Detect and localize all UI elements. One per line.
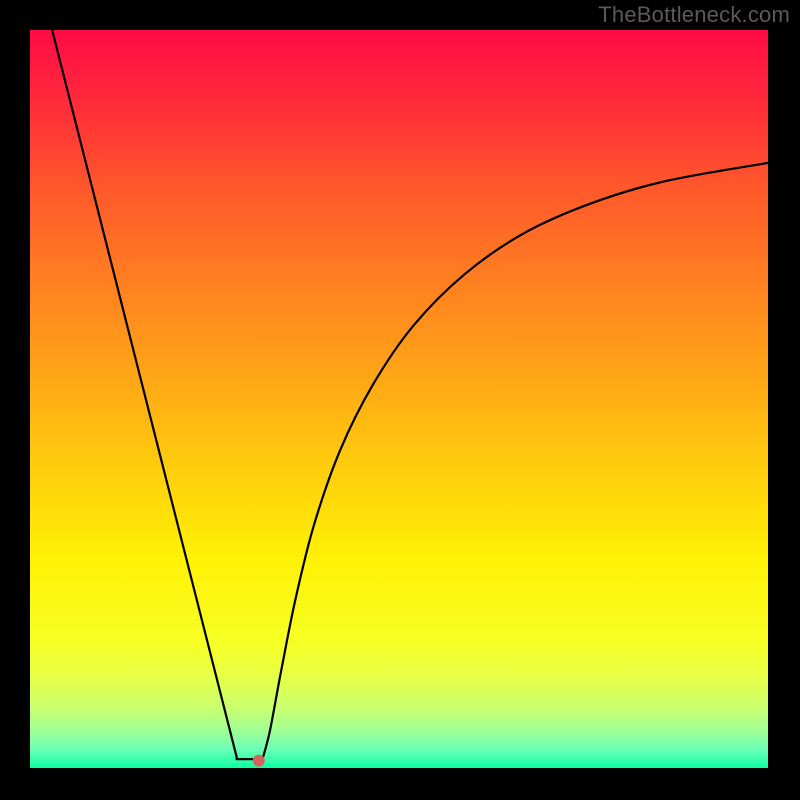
optimal-point-marker [253, 755, 265, 767]
frame-right [768, 0, 800, 800]
chart-plot-area [30, 30, 768, 768]
bottleneck-curve [52, 30, 768, 759]
watermark-text: TheBottleneck.com [598, 2, 790, 28]
frame-bottom [0, 768, 800, 800]
frame-left [0, 0, 30, 800]
chart-curve-layer [30, 30, 768, 768]
